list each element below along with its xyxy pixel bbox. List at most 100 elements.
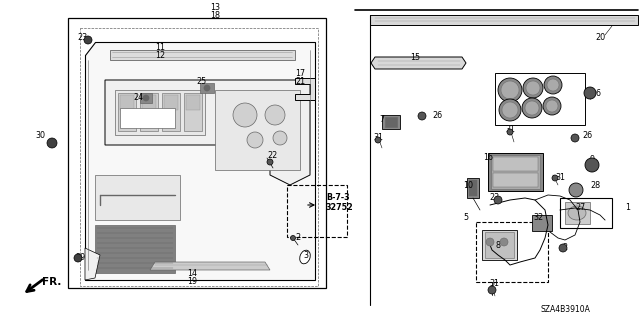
Bar xyxy=(140,93,152,103)
Text: 27: 27 xyxy=(575,204,585,212)
Bar xyxy=(164,95,178,110)
Text: 14: 14 xyxy=(187,269,197,278)
Text: 4: 4 xyxy=(513,100,518,109)
Bar xyxy=(184,93,202,131)
Text: B-7-3: B-7-3 xyxy=(326,192,349,202)
Circle shape xyxy=(418,112,426,120)
Bar xyxy=(491,155,540,189)
Text: 3: 3 xyxy=(303,250,308,259)
Circle shape xyxy=(74,254,82,262)
Circle shape xyxy=(502,102,518,118)
Polygon shape xyxy=(370,15,638,25)
Text: 24: 24 xyxy=(133,93,143,101)
Bar xyxy=(485,232,514,258)
Text: 30: 30 xyxy=(35,130,45,139)
Text: 1: 1 xyxy=(625,204,630,212)
Polygon shape xyxy=(371,57,466,69)
Circle shape xyxy=(486,238,494,246)
Text: 6: 6 xyxy=(596,88,601,98)
Circle shape xyxy=(247,132,263,148)
Circle shape xyxy=(494,196,502,204)
Circle shape xyxy=(569,183,583,197)
Circle shape xyxy=(584,87,596,99)
Text: 16: 16 xyxy=(483,153,493,162)
Ellipse shape xyxy=(568,206,586,220)
Bar xyxy=(95,225,175,273)
Text: 17: 17 xyxy=(295,69,305,78)
Text: 19: 19 xyxy=(187,277,197,286)
Text: 2: 2 xyxy=(563,243,568,253)
Polygon shape xyxy=(565,202,590,224)
Bar xyxy=(482,230,517,260)
Text: 32: 32 xyxy=(533,213,543,222)
Text: 11: 11 xyxy=(155,42,165,51)
Text: 26: 26 xyxy=(582,130,592,139)
Bar xyxy=(385,117,397,127)
Bar xyxy=(115,90,205,135)
Text: 28: 28 xyxy=(590,181,600,189)
Text: SZA4B3910A: SZA4B3910A xyxy=(540,305,590,314)
Text: 29: 29 xyxy=(75,254,85,263)
Bar xyxy=(493,157,538,171)
Bar xyxy=(68,18,326,288)
Circle shape xyxy=(499,99,521,121)
Circle shape xyxy=(291,235,296,241)
Polygon shape xyxy=(105,80,310,185)
Polygon shape xyxy=(295,78,315,100)
Bar xyxy=(162,93,180,131)
Bar xyxy=(110,50,295,60)
Text: 31: 31 xyxy=(373,133,383,143)
Bar xyxy=(287,185,347,237)
Circle shape xyxy=(84,36,92,44)
Text: 23: 23 xyxy=(77,33,87,41)
Circle shape xyxy=(204,85,210,91)
Bar xyxy=(488,153,543,191)
Bar xyxy=(476,222,548,282)
Circle shape xyxy=(233,103,257,127)
Circle shape xyxy=(265,105,285,125)
Circle shape xyxy=(500,238,508,246)
Circle shape xyxy=(273,131,287,145)
Circle shape xyxy=(544,76,562,94)
Bar xyxy=(200,83,214,93)
Text: 26: 26 xyxy=(432,110,442,120)
Circle shape xyxy=(585,158,599,172)
Text: 31: 31 xyxy=(555,174,565,182)
Text: 15: 15 xyxy=(410,53,420,62)
Text: 32752: 32752 xyxy=(326,203,354,211)
Polygon shape xyxy=(150,262,270,270)
Text: FR.: FR. xyxy=(42,277,61,287)
Circle shape xyxy=(47,138,57,148)
Polygon shape xyxy=(85,248,100,280)
Text: 9: 9 xyxy=(590,155,595,165)
Bar xyxy=(467,178,479,198)
Text: 25: 25 xyxy=(196,78,206,86)
Circle shape xyxy=(559,244,567,252)
Text: 2: 2 xyxy=(296,233,301,241)
Circle shape xyxy=(523,78,543,98)
Text: 21: 21 xyxy=(295,77,305,85)
Circle shape xyxy=(507,129,513,135)
Circle shape xyxy=(526,81,540,95)
Text: 22: 22 xyxy=(267,151,277,160)
Circle shape xyxy=(522,98,542,118)
Bar xyxy=(142,95,156,110)
Bar xyxy=(118,93,136,131)
Bar xyxy=(215,90,300,170)
Text: 7: 7 xyxy=(380,115,385,124)
Text: 12: 12 xyxy=(155,50,165,60)
Bar xyxy=(80,28,318,286)
Circle shape xyxy=(143,95,149,101)
Circle shape xyxy=(498,78,522,102)
Text: 13: 13 xyxy=(210,4,220,12)
Circle shape xyxy=(267,159,273,165)
Circle shape xyxy=(552,175,558,181)
Circle shape xyxy=(546,100,558,112)
Bar xyxy=(382,115,400,129)
Text: 18: 18 xyxy=(210,11,220,20)
Bar xyxy=(469,180,477,196)
Bar xyxy=(532,215,552,231)
Circle shape xyxy=(543,97,561,115)
Circle shape xyxy=(488,286,496,294)
Bar xyxy=(495,73,585,125)
